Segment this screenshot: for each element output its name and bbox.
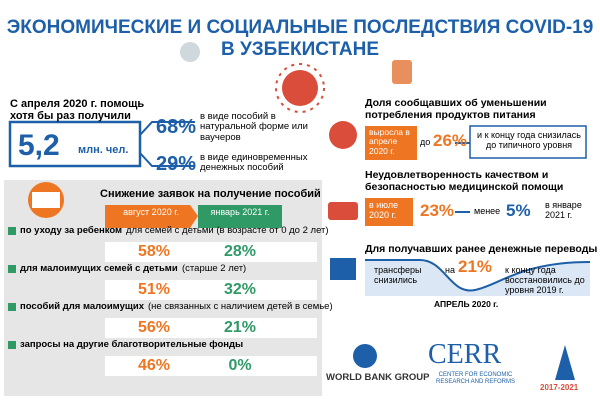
percent: 46% [137,357,171,374]
food-after: и к концу года снизилась до типичного ур… [477,130,581,150]
percent: 26% [433,131,468,150]
percent: 0% [228,357,252,374]
percent: 5% [506,201,531,220]
percent: 68% [156,116,197,138]
person-icon [180,42,200,62]
medicine-icon [392,60,412,84]
row-label: по уходу за ребенком [20,225,123,236]
transfers-line [365,259,591,292]
food-title: Доля сообщавших об уменьшении потреблени… [365,97,547,121]
percent: 29% [156,153,197,175]
world-bank-logo [353,344,377,368]
row-band [105,318,317,338]
row-note: (старше 2 лет) [182,263,247,274]
percent: 58% [137,243,171,260]
health-start-box [365,198,413,226]
row-band [105,242,317,262]
assistance-intro: С апреля 2020 г. помощь хотя бы раз полу… [10,98,145,123]
virus-spikes [275,63,325,113]
transfers-by: на [445,265,455,275]
bullet [8,227,16,235]
percent: 21% [458,257,493,276]
assistance-text: в виде пособий в натуральной форме или в… [200,111,308,143]
food-rise-box [365,126,417,160]
money-icon [330,258,356,280]
column-label: август 2020 г. [123,207,179,217]
food-rise: выросла в апреле 2020 г. [369,127,410,156]
connector [139,121,195,167]
health-title: Неудовлетворенность качеством и безопасн… [365,169,564,193]
health-start: в июле 2020 г. [369,200,399,220]
cerr-full: CENTER FOR ECONOMIC RESEARCH AND REFORMS [435,372,515,385]
row-band [105,356,317,376]
row-label: запросы на другие благотворительные фонд… [20,339,244,350]
percent: 32% [223,281,257,298]
food-after-box [469,125,587,159]
percent: 21% [223,319,257,336]
anniversary-years: 2017-2021 [540,383,579,392]
column-label: январь 2021 г. [210,207,270,217]
bullet [8,303,16,311]
transfers-title: Для получавших ранее денежные переводы [365,243,598,255]
row-band [105,280,317,300]
health-end: в январе 2021 г. [545,200,582,220]
percent: 28% [223,243,257,260]
percent: 23% [420,201,455,220]
row-label: пособий для малоимущих [20,301,145,312]
bullet [8,341,16,349]
title: В УЗБЕКИСТАНЕ [220,39,380,60]
anniversary-logo [555,345,575,380]
virus-icon [282,70,318,106]
ambulance-icon [328,202,358,220]
assistance-unit: млн. чел. [78,144,129,156]
food-to: до [420,137,431,147]
health-less: менее [474,206,501,216]
food-icon [329,121,357,149]
envelope [32,192,60,208]
total-box [8,120,142,168]
column-january [198,205,282,228]
transfers-drop: трансферы снизились [374,265,422,285]
row-note: (не связанных с наличием детей в семье) [148,301,333,312]
transfers-recovery: к концу года восстановились до уровня 20… [505,265,585,295]
world-bank-text: WORLD BANK GROUP [326,372,430,383]
assistance-total: 5,2 [18,129,60,162]
column-august [105,205,198,228]
percent: 51% [137,281,171,298]
row-note: для семей с детьми (в возрасте от 0 до 2… [126,225,329,236]
transfers-month: АПРЕЛЬ 2020 г. [434,299,499,309]
bullet [8,265,16,273]
cerr-logo: CERR [428,339,502,370]
title: ЭКОНОМИЧЕСКИЕ И СОЦИАЛЬНЫЕ ПОСЛЕДСТВИЯ C… [6,17,594,38]
applications-title: Снижение заявок на получение пособий [100,188,321,200]
row-label: для малоимущих семей с детьми [20,263,178,274]
percent: 56% [137,319,171,336]
assistance-text: в виде единовременных денежных пособий [200,152,308,174]
